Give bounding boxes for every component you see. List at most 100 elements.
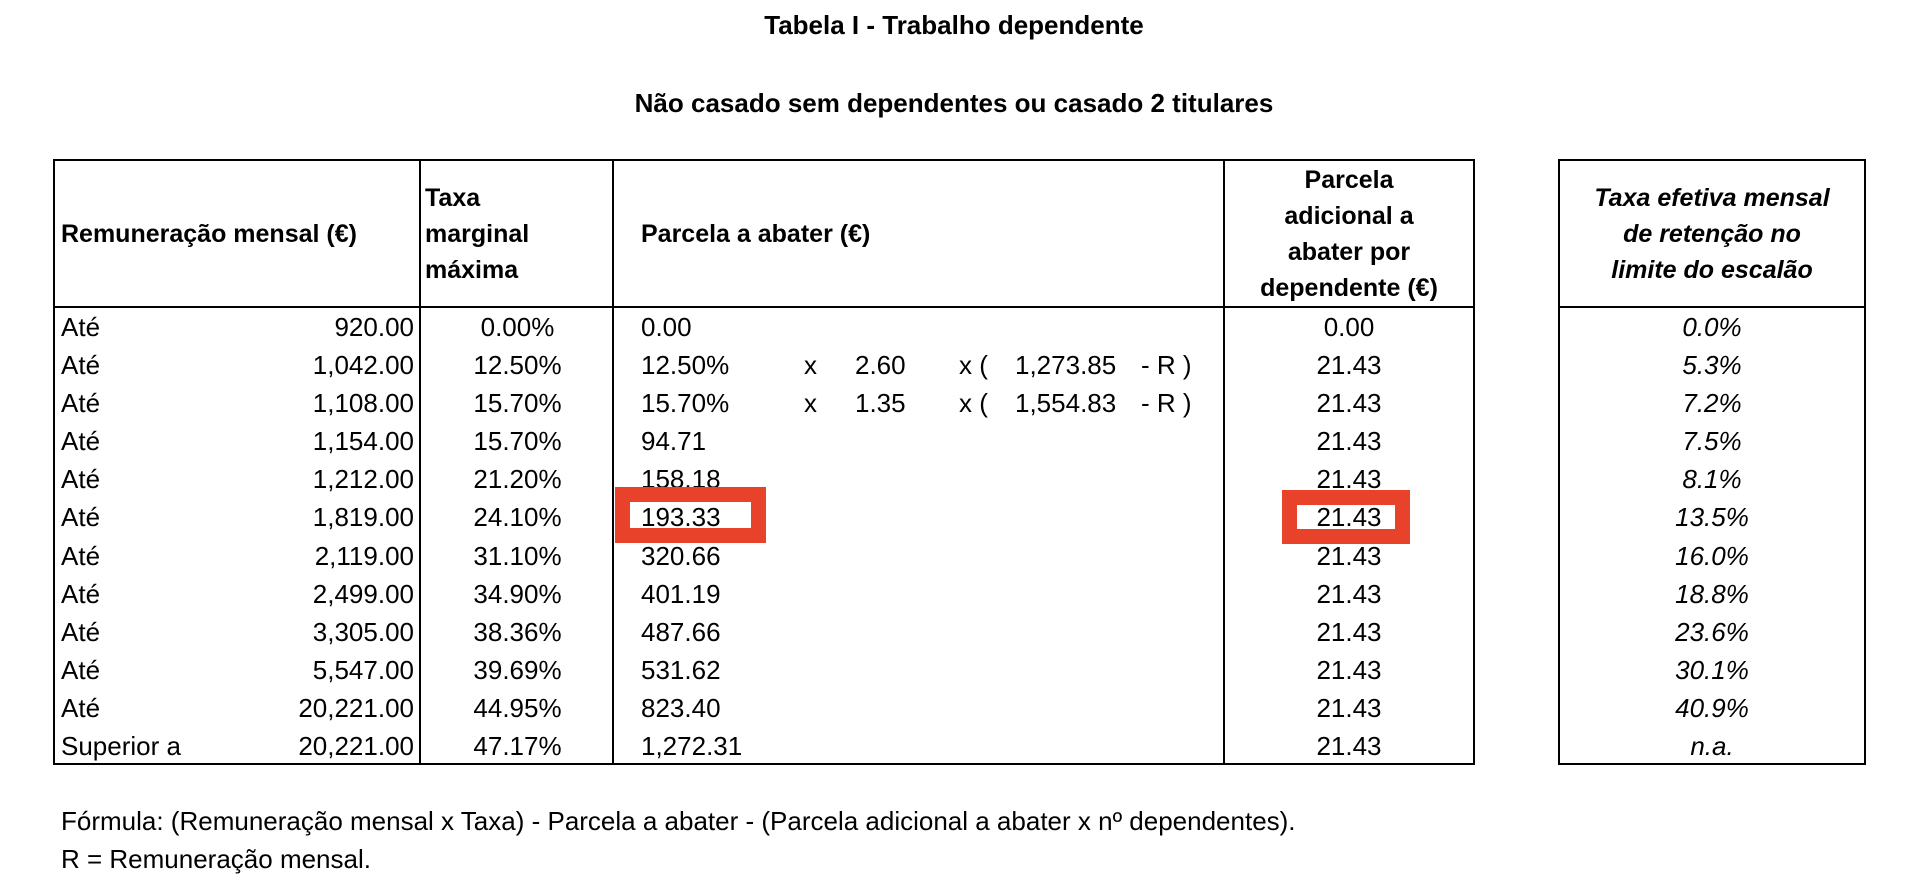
row-remuneracao: 1,819.00 [312, 502, 414, 533]
table-body: Até 920.00 0.00% 0.00 0.00 Até 1,042.00 12.50% 1… [55, 308, 1473, 765]
row-remuneracao: 5,547.00 [312, 654, 414, 685]
formula-note: Fórmula: (Remuneração mensal x Taxa) - P… [61, 806, 1296, 836]
header-efetiva-line: limite do escalão [1611, 255, 1813, 284]
row-remuneracao: 1,108.00 [312, 388, 414, 419]
row-taxa: 47.17% [473, 731, 562, 762]
row-taxa-efetiva: 23.6% [1675, 616, 1749, 647]
column-divider [419, 161, 421, 763]
row-parcela: 0.00 [641, 312, 692, 342]
table-row: 18.8% [1560, 575, 1864, 613]
table-row: Até 1,042.00 12.50% 12.50% x 2.60 x (1,273.85-… [55, 346, 1473, 384]
row-multiply-paren: x ( [959, 350, 988, 381]
row-taxa: 15.70% [473, 426, 562, 457]
row-dependente: 0.00 [1323, 312, 1375, 342]
row-dependente: 21.43 [1316, 502, 1382, 533]
row-dependente: 21.43 [1316, 350, 1382, 381]
row-taxa-efetiva: 18.8% [1675, 578, 1749, 609]
header-efetiva: Taxa efetiva mensal de retenção no limit… [1560, 161, 1864, 306]
row-taxa-efetiva: 16.0% [1675, 540, 1749, 571]
row-parcela: 1,272.31 [641, 731, 743, 762]
row-label: Até [61, 464, 101, 495]
effective-rate-table: Taxa efetiva mensal de retenção no limit… [1558, 159, 1866, 765]
table-row: 40.9% [1560, 689, 1864, 727]
row-dependente: 21.43 [1316, 654, 1382, 685]
header-taxa-line: máxima [425, 255, 519, 284]
row-parcela: 94.71 [641, 426, 707, 457]
page-subtitle: Não casado sem dependentes ou casado 2 t… [634, 88, 1274, 118]
row-taxa: 31.10% [473, 540, 562, 571]
row-taxa-efetiva: 7.2% [1682, 388, 1742, 419]
row-parcela: 320.66 [641, 540, 721, 571]
row-taxa-efetiva: 30.1% [1675, 654, 1749, 685]
row-remuneracao: 20,221.00 [298, 692, 414, 723]
row-parcela: 193.33 [641, 502, 721, 533]
row-dependente: 21.43 [1316, 731, 1382, 762]
row-parcela: 487.66 [641, 616, 721, 647]
row-taxa-efetiva: n.a. [1690, 731, 1734, 762]
table-row: 13.5% [1560, 498, 1864, 536]
table-row: Superior a 20,221.00 47.17% 1,272.31 21.43 [55, 727, 1473, 765]
row-taxa-efetiva: 7.5% [1682, 426, 1742, 457]
header-dependente-line: abater por [1287, 237, 1411, 266]
highlight-box-dependente [1282, 490, 1410, 544]
row-label: Superior a [61, 731, 181, 762]
row-dependente: 21.43 [1316, 426, 1382, 457]
row-base-value: 1,554.83 [1015, 388, 1117, 419]
header-taxa-line: marginal [425, 219, 530, 248]
row-label: Até [61, 312, 101, 342]
row-taxa: 0.00% [480, 312, 555, 342]
row-dependente: 21.43 [1316, 540, 1382, 571]
row-dependente: 21.43 [1316, 578, 1382, 609]
row-parcela: 12.50% [641, 350, 730, 381]
row-parcela: 531.62 [641, 654, 721, 685]
column-divider [1223, 161, 1225, 763]
table-row: Até 920.00 0.00% 0.00 0.00 [55, 308, 1473, 346]
header-divider [55, 306, 1473, 308]
table-row: 16.0% [1560, 537, 1864, 575]
row-dependente: 21.43 [1316, 388, 1382, 419]
row-label: Até [61, 388, 101, 419]
header-dependente: Parcela adicional a abater por dependent… [1223, 161, 1475, 306]
row-base-value: 1,273.85 [1015, 350, 1117, 381]
row-remuneracao: 1,042.00 [312, 350, 414, 381]
header-remuneracao: Remuneração mensal (€) [61, 219, 357, 248]
table-row: 7.2% [1560, 384, 1864, 422]
row-parcela: 401.19 [641, 578, 721, 609]
header-dependente-line: dependente (€) [1260, 273, 1438, 302]
row-remuneracao: 2,499.00 [312, 578, 414, 609]
row-label: Até [61, 616, 101, 647]
row-taxa: 44.95% [473, 692, 562, 723]
row-taxa: 34.90% [473, 578, 562, 609]
table-row: 0.0% [1560, 308, 1864, 346]
row-remuneracao: 3,305.00 [312, 616, 414, 647]
row-remuneracao: 1,212.00 [312, 464, 414, 495]
table-body: 0.0% 5.3% 7.2% 7.5% 8.1% 13.5% 16.0% 18.8% 23.6%… [1560, 308, 1864, 765]
row-multiply-paren: x ( [959, 388, 988, 419]
row-taxa: 38.36% [473, 616, 562, 647]
row-minus-r: - R ) [1141, 388, 1192, 419]
row-taxa: 15.70% [473, 388, 562, 419]
table-row: 8.1% [1560, 460, 1864, 498]
table-row: 7.5% [1560, 422, 1864, 460]
row-taxa-efetiva: 40.9% [1675, 692, 1749, 723]
row-taxa-efetiva: 8.1% [1682, 464, 1742, 495]
row-dependente: 21.43 [1316, 464, 1382, 495]
row-parcela: 823.40 [641, 692, 721, 723]
table-row: 5.3% [1560, 346, 1864, 384]
row-label: Até [61, 350, 101, 381]
table-row: 23.6% [1560, 613, 1864, 651]
header-taxa: Taxa marginal máxima [425, 161, 612, 306]
row-dependente: 21.43 [1316, 616, 1382, 647]
table-row: Até 3,305.00 38.36% 487.66 21.43 [55, 613, 1473, 651]
row-minus-r: - R ) [1141, 350, 1192, 381]
page-title: Tabela I - Trabalho dependente [764, 10, 1144, 40]
row-taxa: 21.20% [473, 464, 562, 495]
row-remuneracao: 1,154.00 [312, 426, 414, 457]
row-remuneracao: 20,221.00 [298, 731, 414, 762]
header-dependente-line: Parcela [1304, 165, 1394, 194]
header-parcela: Parcela a abater (€) [641, 219, 871, 248]
row-remuneracao: 2,119.00 [314, 540, 414, 571]
row-dependente: 21.43 [1316, 692, 1382, 723]
table-row: Até 5,547.00 39.69% 531.62 21.43 [55, 651, 1473, 689]
table-row: Até 1,154.00 15.70% 94.71 21.43 [55, 422, 1473, 460]
